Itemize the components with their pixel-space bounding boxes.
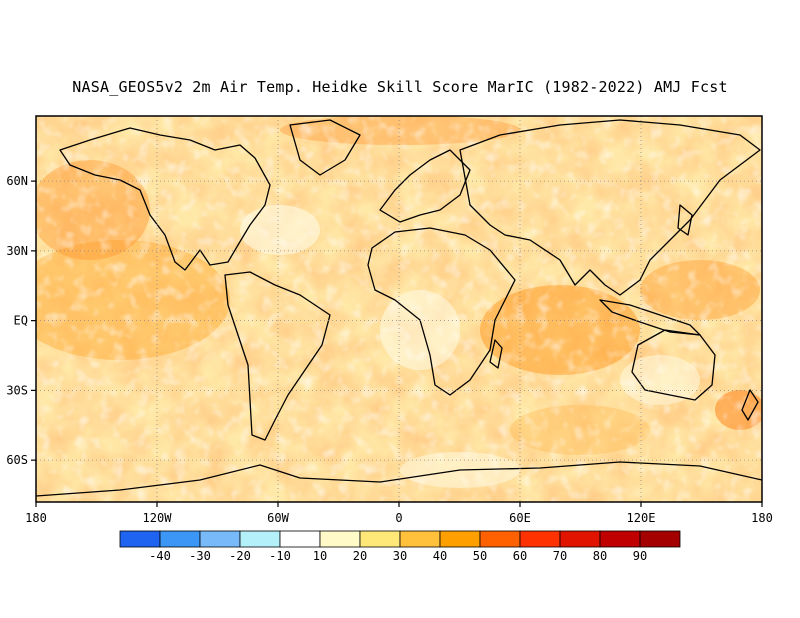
colorbar-swatch — [359, 530, 401, 548]
colorbar-label: -20 — [229, 549, 251, 563]
new-zealand-outline — [741, 389, 759, 421]
asia-outline — [459, 119, 761, 296]
lat-tick-label: 30N — [6, 244, 28, 258]
colorbar-label: 30 — [393, 549, 407, 563]
colorbar-label: -40 — [149, 549, 171, 563]
colorbar-swatch — [239, 530, 281, 548]
gridlines — [36, 116, 762, 502]
madagascar-outline — [489, 339, 503, 369]
south-america-outline — [224, 271, 331, 441]
lat-tick-label: 60S — [6, 453, 28, 467]
lat-tick-label: EQ — [14, 314, 28, 328]
colorbar-swatch — [479, 530, 521, 548]
colorbar-swatch — [279, 530, 321, 548]
colorbar-swatch — [399, 530, 441, 548]
colorbar-swatch — [519, 530, 561, 548]
skill-field — [36, 116, 762, 502]
colorbar-label: 80 — [593, 549, 607, 563]
colorbar-label: 50 — [473, 549, 487, 563]
colorbar-label: -30 — [189, 549, 211, 563]
colorbar-swatch — [199, 530, 241, 548]
antarctica-outline — [36, 461, 762, 497]
colorbar-label: 60 — [513, 549, 527, 563]
colorbar-swatch — [439, 530, 481, 548]
lon-tick-label: 180 — [751, 511, 773, 525]
australia-outline — [631, 329, 716, 401]
lat-tick-label: 60N — [6, 174, 28, 188]
longitude-axis: 180 120W 60W 0 60E 120E 180 — [25, 502, 773, 525]
colorbar-swatch — [319, 530, 361, 548]
japan-outline — [677, 204, 693, 236]
colorbar-swatch — [639, 530, 681, 548]
lat-tick-label: 30S — [6, 383, 28, 397]
colorbar-swatch — [159, 530, 201, 548]
north-america-outline — [59, 127, 271, 271]
lon-tick-label: 0 — [395, 511, 402, 525]
europe-outline — [379, 149, 471, 223]
lon-tick-label: 60E — [509, 511, 531, 525]
africa-outline — [367, 227, 516, 396]
lon-tick-label: 120E — [627, 511, 656, 525]
colorbar-swatch — [119, 530, 161, 548]
colorbar-label: 20 — [353, 549, 367, 563]
colorbar-label: 70 — [553, 549, 567, 563]
colorbar-swatch — [559, 530, 601, 548]
coastlines — [36, 119, 762, 497]
colorbar-label: 40 — [433, 549, 447, 563]
latitude-axis: 60N 30N EQ 30S 60S — [6, 174, 36, 467]
lon-tick-label: 180 — [25, 511, 47, 525]
colorbar-label: 90 — [633, 549, 647, 563]
greenland-outline — [289, 119, 361, 176]
lon-tick-label: 120W — [143, 511, 173, 525]
lon-tick-label: 60W — [267, 511, 289, 525]
colorbar: -40 -30 -20 -10 10 20 30 40 50 60 70 80 90 — [119, 530, 681, 563]
colorbar-label: 10 — [313, 549, 327, 563]
colorbar-swatch — [599, 530, 641, 548]
chart-title: NASA_GEOS5v2 2m Air Temp. Heidke Skill S… — [72, 78, 728, 96]
colorbar-label: -10 — [269, 549, 291, 563]
